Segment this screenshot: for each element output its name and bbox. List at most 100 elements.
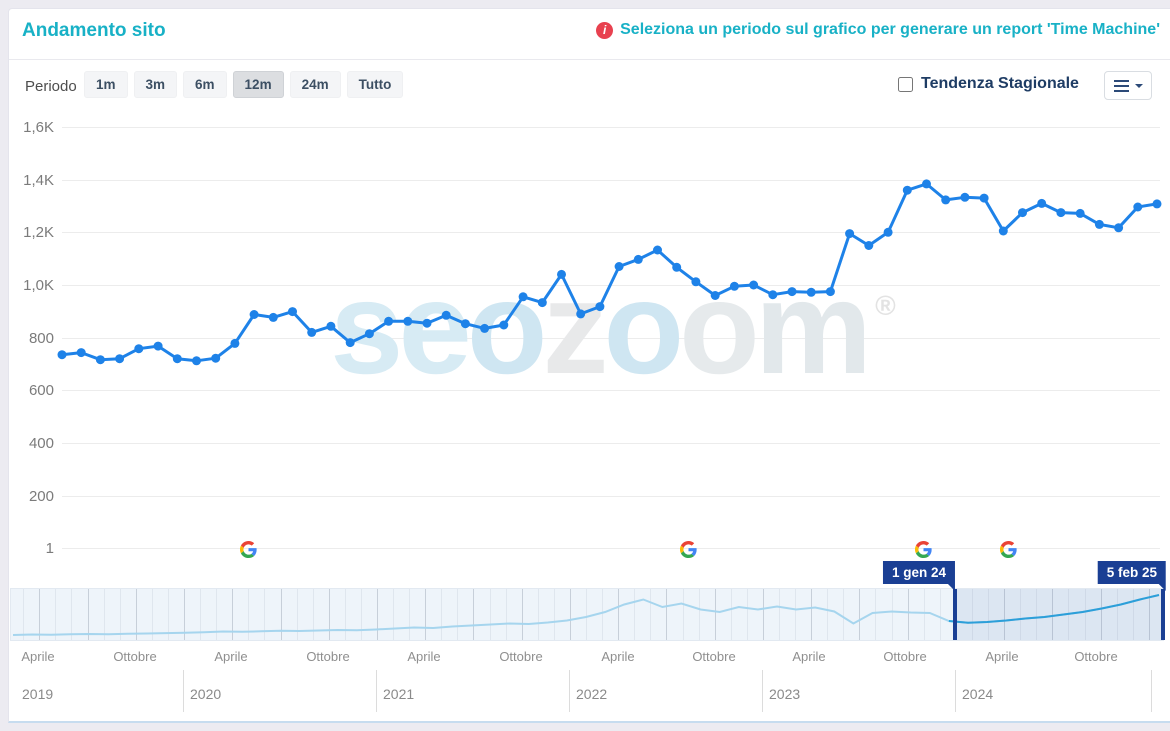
- navigator-tick: [200, 589, 202, 640]
- seasonal-trend-checkbox[interactable]: [898, 76, 913, 92]
- navigator-tick: [248, 589, 250, 640]
- navigator-tick: [505, 589, 507, 640]
- navigator-tick: [264, 589, 266, 640]
- time-machine-notice: i Seleziona un periodo sul grafico per g…: [596, 21, 1160, 39]
- navigator-tick: [666, 589, 668, 640]
- navigator-month-label: Aprile: [792, 649, 826, 664]
- y-axis-tick: 200: [28, 488, 54, 505]
- year-separator: [569, 670, 570, 712]
- navigator-month-label: Aprile: [214, 649, 248, 664]
- gridline: [62, 232, 1160, 233]
- navigator-tick: [746, 589, 748, 640]
- y-axis-tick: 1,0K: [23, 277, 54, 294]
- navigator-month-label: Ottobre: [1074, 649, 1118, 664]
- navigator-tick: [907, 589, 909, 640]
- period-button-6m[interactable]: 6m: [183, 71, 227, 98]
- navigator-tick: [71, 589, 73, 640]
- navigator-tick: [457, 589, 459, 640]
- caret-down-icon: [1134, 83, 1143, 92]
- navigator-tick: [618, 589, 620, 640]
- period-button-24m[interactable]: 24m: [289, 71, 341, 98]
- navigator-tick: [441, 589, 443, 640]
- navigator-tick: [119, 589, 121, 640]
- navigator-tick: [730, 589, 732, 640]
- y-axis-tick: 600: [28, 382, 54, 399]
- navigator-tick: [650, 589, 652, 640]
- navigator-tick: [988, 589, 989, 640]
- navigator-month-label: Ottobre: [499, 649, 543, 664]
- google-update-icon[interactable]: [240, 541, 257, 558]
- period-button-tutto[interactable]: Tutto: [346, 71, 404, 98]
- navigator-tick: [971, 589, 973, 640]
- navigator-tick: [184, 589, 185, 640]
- navigator-tick: [103, 589, 105, 640]
- navigator-month-label: Ottobre: [883, 649, 927, 664]
- period-button-group: 1m 3m 6m 12m 24m Tutto: [84, 71, 404, 98]
- period-button-12m[interactable]: 12m: [232, 71, 284, 98]
- navigator-year-label: 2024: [962, 686, 994, 702]
- selection-end-badge: 5 feb 25: [1097, 561, 1167, 591]
- navigator-tick: [393, 589, 394, 640]
- navigator-tick: [280, 589, 282, 640]
- navigator-tick: [521, 589, 523, 640]
- navigator-year-label: 2022: [576, 686, 608, 702]
- navigator-tick: [312, 589, 314, 640]
- navigator-line: [948, 594, 1160, 624]
- y-axis-tick: 1: [45, 540, 54, 557]
- google-update-icon[interactable]: [915, 541, 932, 558]
- gridline: [62, 390, 1160, 391]
- navigator-tick: [39, 589, 41, 640]
- gridline: [62, 127, 1160, 128]
- y-axis-tick: 1,2K: [23, 224, 54, 241]
- navigator-tick: [1116, 589, 1118, 640]
- navigator-tick: [891, 589, 893, 640]
- navigator-tick: [827, 589, 829, 640]
- year-separator: [762, 670, 763, 712]
- navigator-tick: [167, 589, 169, 640]
- navigator-tick: [473, 589, 475, 640]
- navigator-tick: [779, 589, 780, 640]
- selection-start-badge: 1 gen 24: [882, 561, 956, 591]
- navigator-year-label: 2023: [769, 686, 801, 702]
- navigator-tick: [489, 589, 491, 640]
- navigator-selection[interactable]: [953, 589, 1165, 640]
- google-update-icon[interactable]: [1000, 541, 1017, 558]
- navigator-tick: [939, 589, 941, 640]
- navigator-tick: [762, 589, 764, 640]
- seasonal-trend-toggle[interactable]: Tendenza Stagionale: [898, 75, 1079, 93]
- navigator-month-label: Aprile: [21, 649, 55, 664]
- navigator-tick: [714, 589, 716, 640]
- navigator-tick: [859, 589, 861, 640]
- navigator-tick: [87, 589, 89, 640]
- timeline-navigator[interactable]: [10, 588, 1165, 641]
- google-update-icon[interactable]: [680, 541, 697, 558]
- period-button-1m[interactable]: 1m: [84, 71, 128, 98]
- navigator-tick: [811, 589, 813, 640]
- navigator-tick: [135, 589, 137, 640]
- period-label: Periodo: [25, 78, 77, 95]
- navigator-month-label: Ottobre: [113, 649, 157, 664]
- period-button-3m[interactable]: 3m: [133, 71, 178, 98]
- navigator-tick: [553, 589, 555, 640]
- navigator-mini-chart: [12, 594, 1160, 636]
- navigator-tick: [296, 589, 298, 640]
- navigator-tick: [875, 589, 877, 640]
- seozoom-watermark: seozoom ®: [330, 254, 896, 401]
- registered-mark: ®: [875, 290, 896, 321]
- chart-menu-button[interactable]: [1104, 71, 1152, 100]
- navigator-tick: [634, 589, 636, 640]
- navigator-year-label: 2020: [190, 686, 222, 702]
- navigator-tick: [151, 589, 153, 640]
- y-axis-tick: 1,6K: [23, 119, 54, 136]
- navigator-tick: [1052, 589, 1054, 640]
- navigator-tick: [795, 589, 796, 640]
- hamburger-icon: [1113, 79, 1129, 92]
- navigator-tick: [377, 589, 378, 640]
- y-axis-tick: 400: [28, 435, 54, 452]
- navigator-tick: [682, 589, 684, 640]
- navigator-tick: [360, 589, 362, 640]
- navigator-tick: [537, 589, 539, 640]
- navigator-tick: [1084, 589, 1086, 640]
- navigator-tick: [1132, 589, 1134, 640]
